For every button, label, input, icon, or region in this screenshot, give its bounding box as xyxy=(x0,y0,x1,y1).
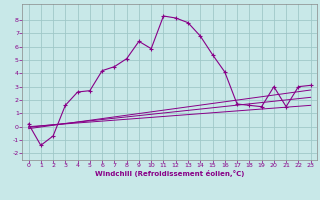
X-axis label: Windchill (Refroidissement éolien,°C): Windchill (Refroidissement éolien,°C) xyxy=(95,170,244,177)
